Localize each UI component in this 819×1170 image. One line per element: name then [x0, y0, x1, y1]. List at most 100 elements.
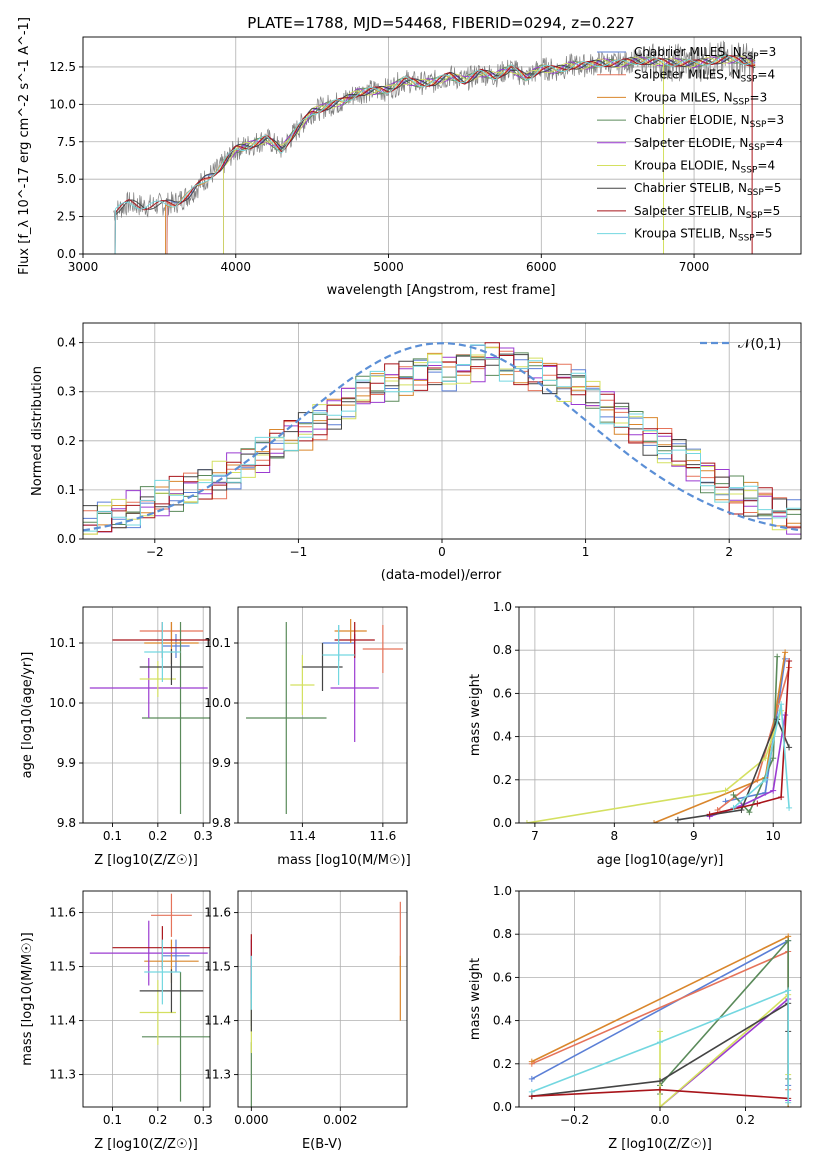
axes-frame — [82, 322, 802, 540]
x-tick-label: 0.2 — [736, 1113, 755, 1127]
observed-spectrum — [113, 40, 756, 221]
plot-area-mass-weight-vs-age — [523, 649, 793, 823]
panel-mass-vs-Z: 0.1 0.2 0.3 11.3 11.4 11.5 11.6 — [49, 890, 213, 1127]
x-tick-label: 0.000 — [234, 1113, 268, 1127]
x-tick-label: 0.2 — [148, 1113, 167, 1127]
x-axis-label: Z [log10(Z/Z☉)] — [608, 1137, 712, 1152]
x-tick-label: 6000 — [526, 260, 557, 274]
y-axis-label: Normed distribution — [30, 366, 45, 496]
y-tick-label: 0.1 — [57, 483, 76, 497]
y-tick-label: 10.1 — [49, 636, 76, 650]
x-axis-label: wavelength [Angstrom, rest frame] — [327, 283, 556, 298]
y-tick-label: 10.0 — [204, 696, 231, 710]
y-tick-label: 10.1 — [204, 636, 231, 650]
legend-count: =5 — [764, 181, 782, 195]
x-axis-label: (data-model)/error — [381, 568, 502, 583]
y-tick-label: 5.0 — [57, 172, 76, 186]
y-tick-label: 0.0 — [57, 532, 76, 546]
legend-entry: Kroupa STELIB, NSSP=5 — [634, 227, 772, 244]
panel-mass-vs-ebv: 0.000 0.002 11.3 11.4 11.5 11.6 — [204, 890, 408, 1127]
x-tick-label: 0.1 — [103, 829, 122, 843]
y-tick-label: 11.4 — [49, 1014, 76, 1028]
x-tick-label: 8 — [611, 829, 619, 843]
y-tick-label: 0.2 — [493, 1057, 512, 1071]
x-axis-label: mass [log10(M/M☉)] — [277, 853, 410, 868]
y-tick-label: 11.5 — [204, 960, 231, 974]
legend-subscript: SSP — [741, 166, 758, 176]
model-curve — [114, 55, 756, 254]
y-tick-label: 0.8 — [493, 927, 512, 941]
legend-entry: Chabrier ELODIE, NSSP=3 — [634, 113, 784, 130]
weight-line — [653, 652, 786, 823]
legend-label: Chabrier MILES, N — [634, 45, 742, 59]
model-curve — [223, 55, 756, 254]
legend-count: =3 — [766, 113, 784, 127]
legend-label: Kroupa ELODIE, N — [634, 159, 741, 173]
legend-subscript: SSP — [738, 234, 755, 244]
y-tick-label: 10.0 — [49, 696, 76, 710]
y-tick-label: 0.6 — [493, 970, 512, 984]
y-tick-label: 0.6 — [493, 686, 512, 700]
panel-residuals: −2 −1 0 1 2 0.0 0.1 0.2 0.3 0.4 — [57, 322, 802, 559]
panel-age-vs-mass: 11.4 11.6 9.8 9.9 10.0 10.1 — [204, 606, 408, 843]
y-tick-label: 0.0 — [493, 816, 512, 830]
plot-area-residuals — [83, 342, 801, 535]
weight-line — [526, 710, 782, 823]
panel-mass-weight-vs-Z: −0.2 0.0 0.2 0.0 0.2 0.4 0.6 0.8 1.0 — [493, 884, 802, 1127]
axes-frame — [237, 606, 408, 824]
model-curve — [223, 56, 756, 254]
legend-subscript: SSP — [750, 120, 767, 130]
grid-age-vs-mass — [238, 607, 407, 824]
x-tick-label: 10 — [766, 829, 781, 843]
model-curve — [166, 55, 756, 254]
legend-subscript: SSP — [747, 188, 764, 198]
x-tick-label: 7 — [531, 829, 539, 843]
y-tick-label: 11.3 — [49, 1068, 76, 1082]
weight-line — [659, 938, 790, 1094]
y-tick-label: 11.6 — [49, 906, 76, 920]
y-tick-label: 0.8 — [493, 643, 512, 657]
y-axis-label: mass weight — [468, 958, 483, 1040]
x-axis-label: Z [log10(Z/Z☉)] — [94, 1137, 198, 1152]
legend-subscript: SSP — [742, 52, 759, 62]
y-tick-label: 11.3 — [204, 1068, 231, 1082]
legend-entry: Salpeter STELIB, NSSP=5 — [634, 204, 780, 221]
axes-frame — [518, 890, 802, 1108]
histogram-step — [83, 353, 801, 529]
y-tick-label: 0.2 — [57, 434, 76, 448]
legend-entry: Salpeter ELODIE, NSSP=4 — [634, 136, 783, 153]
x-tick-label: 11.4 — [289, 829, 316, 843]
x-tick-label: 11.6 — [369, 829, 396, 843]
axes-frame — [518, 606, 802, 824]
weight-line — [659, 992, 790, 1107]
plot-area-mass-vs-Z — [89, 893, 210, 1102]
weight-line — [531, 989, 790, 1103]
legend-count: =4 — [757, 68, 775, 82]
y-tick-label: 7.5 — [57, 135, 76, 149]
y-tick-label: 0.2 — [493, 773, 512, 787]
histogram-step — [83, 344, 801, 532]
model-curve — [114, 55, 756, 254]
legend-subscript: SSP — [746, 211, 763, 221]
axes-frame — [82, 890, 211, 1108]
x-axis-label: E(B-V) — [302, 1137, 342, 1152]
y-axis-label: mass [log10(M/M☉)] — [20, 932, 35, 1065]
plot-area-spectrum — [113, 40, 756, 254]
weight-line — [732, 704, 790, 809]
legend-label: Chabrier ELODIE, N — [634, 113, 750, 127]
x-tick-label: 3000 — [68, 260, 99, 274]
legend-count: =3 — [759, 45, 777, 59]
x-tick-label: 0.0 — [650, 1113, 669, 1127]
y-axis-label: age [log10(age/yr)] — [20, 652, 35, 779]
panel-mass-weight-vs-age: 7 8 9 10 0.0 0.2 0.4 0.6 0.8 1.0 — [493, 600, 802, 843]
plot-area-age-vs-mass — [246, 619, 403, 814]
legend-count: =3 — [750, 90, 768, 104]
legend-subscript: SSP — [733, 97, 750, 107]
y-tick-label: 1.0 — [493, 600, 512, 614]
legend-label: Salpeter MILES, N — [634, 68, 741, 82]
chart-title: PLATE=1788, MJD=54468, FIBERID=0294, z=0… — [247, 14, 634, 32]
axes-frame — [237, 890, 408, 1108]
x-tick-label: −2 — [146, 545, 164, 559]
legend-label: Kroupa MILES, N — [634, 90, 733, 104]
